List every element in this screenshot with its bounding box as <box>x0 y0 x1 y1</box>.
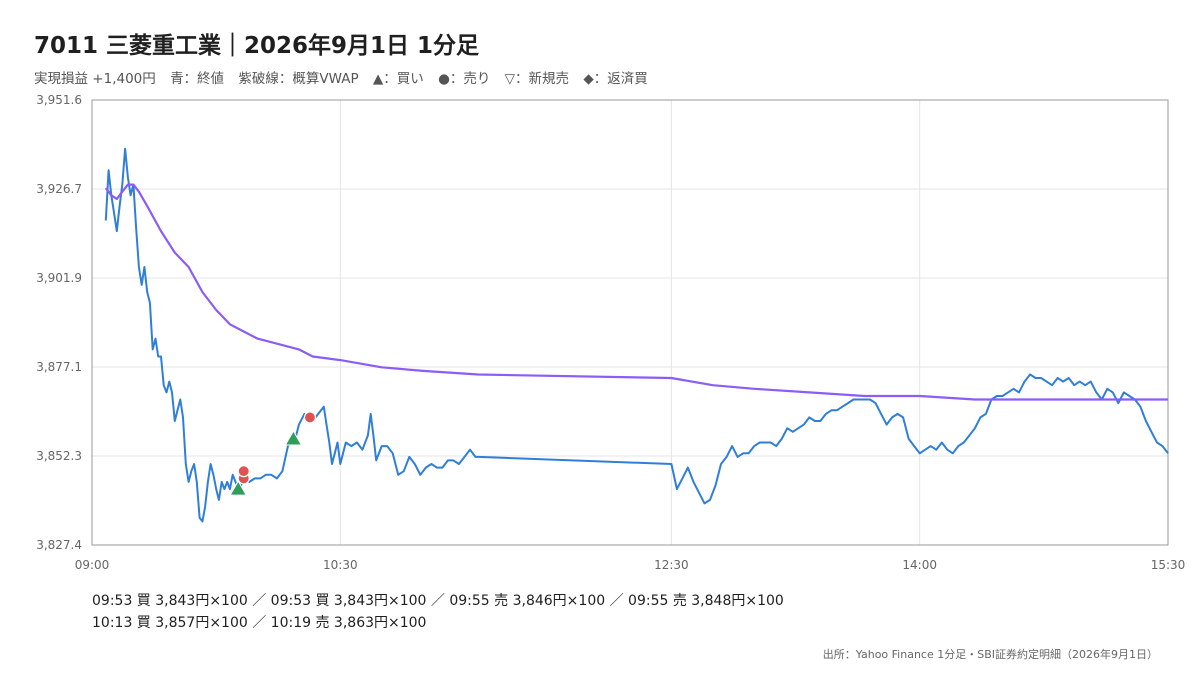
y-tick-label: 3,877.1 <box>36 360 82 374</box>
y-tick-label: 3,951.6 <box>36 93 82 107</box>
chart-title: 7011 三菱重工業｜2026年9月1日 1分足 <box>34 33 480 59</box>
y-tick-label: 3,901.9 <box>36 271 82 285</box>
x-tick-label: 10:30 <box>323 558 358 572</box>
series-line-vwap <box>104 183 1168 401</box>
legend-close: 青：終値 <box>170 71 225 87</box>
buy-marker <box>229 480 248 496</box>
trade-line-2: 10:13 買 3,857円×100 ／ 10:19 売 3,863円×100 <box>92 615 427 631</box>
x-tick-label: 12:30 <box>654 558 689 572</box>
legend-cover-buy: ◆：返済買 <box>583 71 648 87</box>
price-chart: 3,827.4 3,852.3 3,877.1 3,901.9 3,926.7 3,951… <box>36 93 1186 572</box>
plot-frame <box>91 99 1169 546</box>
legend-buy: ▲：買い <box>372 71 424 87</box>
trade-line-1: 09:53 買 3,843円×100 ／ 09:53 買 3,843円×100 … <box>92 593 784 609</box>
legend-line: 実現損益 +1,400円 青：終値 紫破線：概算VWAP ▲：買い ●：売り ▽… <box>34 67 658 87</box>
legend-new-short: ▽：新規売 <box>504 71 570 87</box>
series-line-close <box>104 147 1169 523</box>
source-note: 出所：Yahoo Finance 1分足・SBI証券約定明細（2026年9月1日… <box>822 648 1158 661</box>
y-tick-label: 3,926.7 <box>36 182 82 196</box>
x-tick-label: 14:00 <box>902 558 937 572</box>
buy-marker <box>284 429 303 446</box>
x-tick-label: 09:00 <box>75 558 110 572</box>
legend-realized-pnl: 実現損益 +1,400円 <box>34 71 156 87</box>
y-tick-label: 3,852.3 <box>36 449 82 463</box>
trade-list: 09:53 買 3,843円×100 ／ 09:53 買 3,843円×100 … <box>92 590 784 634</box>
legend-sell: ●：売り <box>438 71 491 87</box>
legend-vwap: 紫破線：概算VWAP <box>238 71 359 87</box>
x-tick-label: 15:30 <box>1151 558 1186 572</box>
sell-marker <box>303 411 317 424</box>
sell-marker <box>237 465 250 478</box>
y-tick-label: 3,827.4 <box>36 538 82 552</box>
